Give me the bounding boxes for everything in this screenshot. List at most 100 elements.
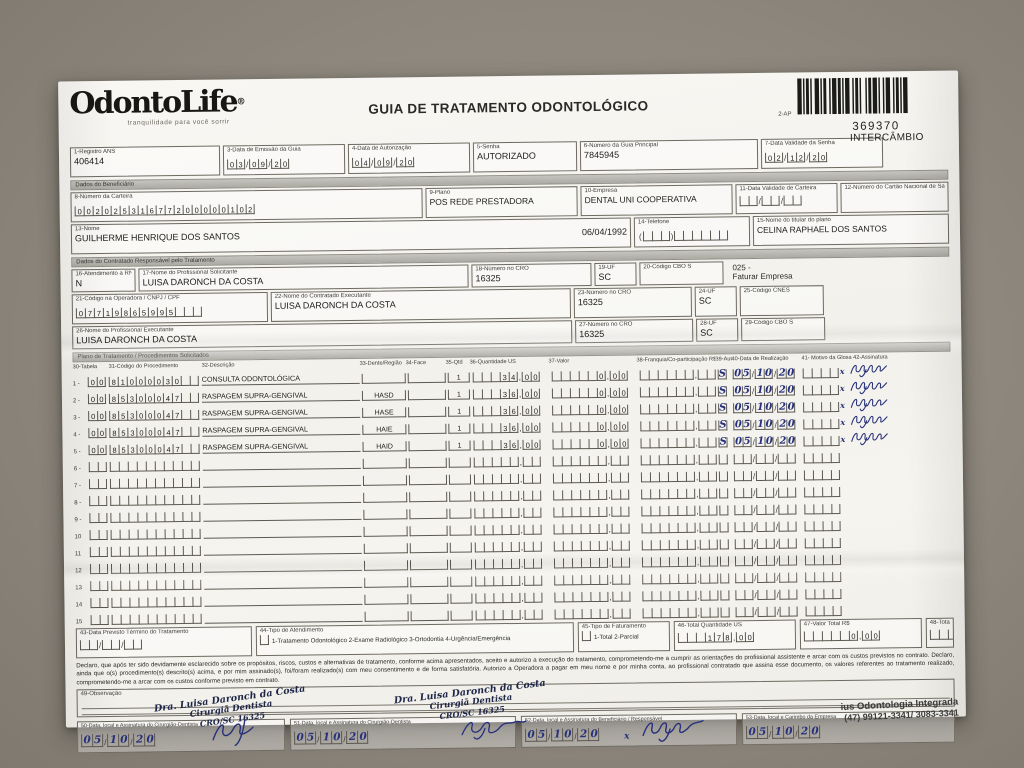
digit-cell	[481, 389, 492, 400]
row-number: 3 -	[73, 415, 81, 422]
franquia-boxes: ,	[641, 505, 718, 517]
col-valor: 37-Valor	[548, 358, 570, 365]
motivo-glosa-boxes	[804, 520, 843, 532]
digit-cell	[128, 546, 138, 557]
digit-cell	[192, 596, 202, 607]
qtd-box: 1	[447, 372, 470, 383]
digit-cell	[676, 454, 686, 465]
digit-cell: 0	[609, 370, 620, 381]
digit-cell	[569, 371, 579, 382]
digit-cell: S	[718, 436, 728, 448]
digit-cell: 6	[509, 405, 519, 417]
digit-cell	[821, 470, 832, 481]
dentist-signature-scribble-1	[212, 718, 254, 746]
digit-cell	[490, 389, 501, 400]
digit-cell	[639, 387, 649, 398]
digit-cell	[685, 420, 695, 431]
digit-cell	[501, 491, 511, 502]
observacao-line	[81, 697, 950, 710]
aut-box	[719, 488, 733, 499]
digit-cell: 0	[597, 438, 607, 449]
tipo-atendimento-box	[259, 634, 269, 646]
digit-cell	[698, 420, 708, 431]
digit-cell	[510, 507, 520, 519]
digit-cell	[831, 486, 841, 498]
digit-cell	[554, 592, 564, 603]
digit-cell: 0	[531, 388, 541, 399]
digit-cell	[677, 522, 687, 533]
row-signature-scribble	[851, 415, 888, 429]
motivo-glosa-boxes	[804, 503, 842, 515]
digit-cell	[570, 422, 580, 433]
digit-cell: 0	[96, 393, 107, 405]
digit-cell	[668, 522, 678, 534]
digit-cell	[102, 639, 112, 651]
digit-cell	[493, 593, 503, 604]
digit-cell	[554, 609, 564, 620]
digit-cell	[675, 386, 685, 397]
digit-cell: 0	[88, 445, 98, 456]
digit-cell	[709, 573, 719, 584]
digit-cell	[787, 487, 797, 498]
digit-cell: 5	[305, 731, 317, 745]
digit-cell	[474, 542, 484, 553]
valor-boxes: ,	[554, 608, 640, 620]
digit-cell	[700, 607, 710, 618]
digit-cell	[473, 440, 483, 451]
digit-cell	[571, 558, 582, 569]
dente-regiao-box	[364, 577, 409, 588]
digit-cell	[813, 487, 823, 498]
field-plano: 9-Plano POS REDE PRESTADORA	[425, 186, 578, 219]
digit-cell	[110, 563, 121, 574]
digit-cell	[804, 521, 814, 532]
digit-cell	[128, 563, 139, 574]
digit-cell: 0	[786, 401, 796, 413]
digit-cell: 2	[796, 152, 806, 163]
digit-cell	[706, 369, 717, 380]
digit-cell	[90, 598, 100, 609]
digit-cell	[757, 572, 767, 584]
digit-cell	[180, 375, 190, 387]
procedure-row: 1 -0 0 8 1 0 0 0 0 3 0 CONSULTA ODONTOLÓGICA 1 3 4, 0 0…	[73, 360, 951, 387]
digit-cell	[787, 453, 797, 464]
digit-cell	[581, 575, 591, 586]
digit-cell: 0	[218, 204, 228, 215]
digit-cell: 0	[145, 427, 155, 438]
digit-cell: 2	[809, 152, 819, 163]
row-signature-scribble	[850, 398, 888, 412]
aut-box: S	[718, 402, 732, 414]
digit-cell	[708, 505, 718, 516]
digit-cell	[492, 508, 502, 519]
digit-cell	[677, 488, 687, 499]
digit-cell	[830, 402, 840, 413]
dente-regiao-box	[363, 492, 408, 503]
digit-cell	[620, 489, 630, 500]
digit-cell	[787, 521, 798, 532]
digit-cell	[155, 495, 165, 506]
digit-cell: 3	[500, 423, 510, 434]
digit-cell	[493, 576, 503, 587]
digit-cell: 0	[531, 405, 541, 416]
row-signature-scribble	[850, 364, 887, 378]
digit-cell	[734, 556, 745, 567]
digit-cell: 4	[163, 410, 173, 421]
digit-cell	[164, 529, 174, 540]
digit-cell	[173, 529, 183, 540]
assinatura-cell	[843, 496, 898, 514]
digit-cell	[510, 524, 520, 536]
digit-cell	[641, 523, 651, 534]
digit-cell: 3	[236, 159, 246, 170]
digit-cell	[734, 505, 744, 516]
franquia-boxes: ,	[641, 539, 719, 551]
x-mark: x	[624, 731, 630, 742]
digit-cell: 9	[258, 158, 268, 170]
digit-cell: 0	[154, 410, 164, 421]
digit-cell	[120, 597, 130, 608]
valor-boxes: ,	[553, 540, 639, 552]
digit-cell: 5	[757, 725, 769, 739]
digit-cell	[571, 507, 581, 518]
aut-box: S	[717, 368, 732, 380]
digit-cell	[831, 554, 842, 566]
